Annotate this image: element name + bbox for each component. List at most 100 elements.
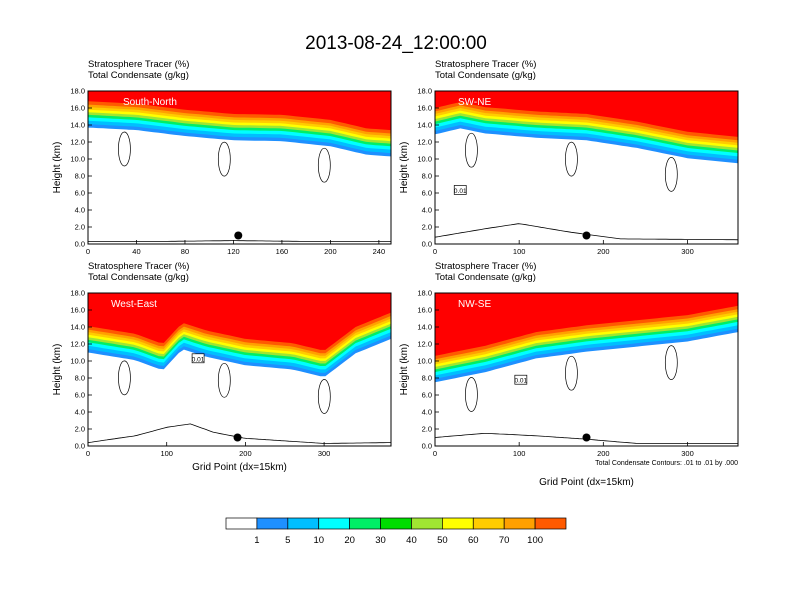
- panel-label: South-North: [123, 97, 177, 108]
- x-axis-label: Grid Point (dx=15km): [192, 462, 287, 473]
- y-tick-label: 18.0: [70, 289, 85, 298]
- panel-label: SW-NE: [458, 97, 491, 108]
- condensate-contour-3: [664, 157, 678, 192]
- x-tick-label: 100: [513, 449, 526, 458]
- contour-note: Total Condensate Contours: .01 to .01 by…: [595, 460, 738, 467]
- colorbar-tick-label: 40: [406, 535, 417, 546]
- y-tick-label: 4.0: [75, 408, 85, 417]
- y-tick-label: 16.0: [417, 104, 432, 113]
- condensate-contour-3: [317, 379, 331, 414]
- x-tick-label: 240: [373, 247, 386, 256]
- contour-label: 0.01: [453, 185, 467, 195]
- tracer-band-10: [88, 293, 391, 350]
- y-tick-label: 18.0: [417, 87, 432, 96]
- condensate-contour-1: [118, 360, 131, 396]
- y-tick-label: 2.0: [75, 425, 85, 434]
- condensate-contour-3: [317, 147, 331, 183]
- colorbar-tick-label: 60: [468, 535, 479, 546]
- tracer-band-10: [435, 293, 738, 356]
- panel-label: NW-SE: [458, 299, 491, 310]
- x-tick-label: 300: [318, 449, 331, 458]
- contour-label-text: 0.01: [515, 378, 528, 385]
- colorbar-box-6: [380, 517, 412, 530]
- contour-label: 0.01: [514, 374, 528, 385]
- contour-label-box: [453, 185, 467, 195]
- x-tick-label: 0: [433, 247, 437, 256]
- panel-header-tracer: Stratosphere Tracer (%): [88, 59, 189, 70]
- colorbar-box-8: [442, 517, 474, 530]
- contour-label-box: [514, 374, 528, 385]
- y-tick-label: 14.0: [70, 323, 85, 332]
- colorbar-tick-label: 1: [254, 535, 259, 546]
- y-tick-label: 4.0: [422, 408, 432, 417]
- condensate-contour-2: [565, 355, 578, 391]
- y-tick-label: 12.0: [70, 138, 85, 147]
- panel-header-condensate: Total Condensate (g/kg): [435, 70, 536, 81]
- colorbar-box-4: [318, 517, 350, 530]
- panels: Stratosphere Tracer (%)Total Condensate …: [52, 59, 739, 488]
- x-tick-label: 40: [132, 247, 140, 256]
- panel-label: West-East: [111, 299, 157, 310]
- figure-title: 2013-08-24_12:00:00: [305, 33, 487, 54]
- colorbar-tick-label: 100: [527, 535, 543, 546]
- y-tick-label: 2.0: [422, 223, 432, 232]
- y-tick-label: 16.0: [417, 306, 432, 315]
- panel-header-condensate: Total Condensate (g/kg): [88, 70, 189, 81]
- x-tick-label: 100: [160, 449, 173, 458]
- condensate-contour-1: [465, 132, 478, 168]
- y-tick-label: 10.0: [417, 155, 432, 164]
- x-tick-label: 0: [433, 449, 437, 458]
- colorbar-tick-label: 50: [437, 535, 448, 546]
- x-tick-label: 80: [181, 247, 189, 256]
- x-tick-label: 0: [86, 247, 90, 256]
- x-axis-label: Grid Point (dx=15km): [539, 477, 634, 488]
- x-tick-label: 300: [681, 449, 694, 458]
- tracer-band-10: [88, 91, 391, 131]
- condensate-contour-3: [664, 345, 678, 380]
- y-tick-label: 6.0: [422, 189, 432, 198]
- colorbar-box-3: [287, 517, 320, 530]
- x-tick-label: 200: [324, 247, 337, 256]
- y-tick-label: 18.0: [70, 87, 85, 96]
- location-marker: [233, 433, 242, 442]
- y-tick-label: 14.0: [417, 121, 432, 130]
- panel-1: Stratosphere Tracer (%)Total Condensate …: [52, 59, 392, 256]
- y-axis-label: Height (km): [52, 142, 63, 194]
- panel-header-condensate: Total Condensate (g/kg): [88, 272, 189, 283]
- panel-3: Stratosphere Tracer (%)Total Condensate …: [52, 261, 392, 473]
- y-tick-label: 16.0: [70, 104, 85, 113]
- condensate-contour-2: [565, 141, 578, 177]
- colorbar: 1 5 10 20 30 40 50 60 70 100: [225, 517, 567, 546]
- x-tick-label: 0: [86, 449, 90, 458]
- y-tick-label: 10.0: [70, 357, 85, 366]
- y-tick-label: 10.0: [417, 357, 432, 366]
- panel-header-condensate: Total Condensate (g/kg): [435, 272, 536, 283]
- y-tick-label: 14.0: [70, 121, 85, 130]
- y-tick-label: 12.0: [417, 340, 432, 349]
- colorbar-box-5: [349, 517, 381, 530]
- y-tick-label: 6.0: [75, 189, 85, 198]
- y-tick-label: 8.0: [422, 374, 432, 383]
- contour-label-text: 0.01: [454, 188, 467, 195]
- location-marker: [234, 231, 243, 240]
- contour-label-text: 0.01: [192, 356, 205, 363]
- x-tick-label: 160: [276, 247, 289, 256]
- location-marker: [582, 433, 591, 442]
- condensate-contour-1: [465, 377, 478, 412]
- x-tick-label: 300: [681, 247, 694, 256]
- y-tick-label: 0.0: [75, 442, 85, 451]
- colorbar-tick-label: 10: [313, 535, 324, 546]
- terrain-line: [88, 240, 391, 242]
- colorbar-tick-label: 5: [285, 535, 290, 546]
- y-tick-label: 0.0: [422, 240, 432, 249]
- y-tick-label: 2.0: [75, 223, 85, 232]
- panel-2: Stratosphere Tracer (%)Total Condensate …: [399, 59, 739, 256]
- y-tick-label: 12.0: [70, 340, 85, 349]
- colorbar-box-10: [503, 517, 536, 530]
- y-tick-label: 18.0: [417, 289, 432, 298]
- y-tick-label: 10.0: [70, 155, 85, 164]
- panel-header-tracer: Stratosphere Tracer (%): [435, 59, 536, 70]
- y-tick-label: 14.0: [417, 323, 432, 332]
- condensate-contour-2: [217, 362, 231, 398]
- y-tick-label: 6.0: [75, 391, 85, 400]
